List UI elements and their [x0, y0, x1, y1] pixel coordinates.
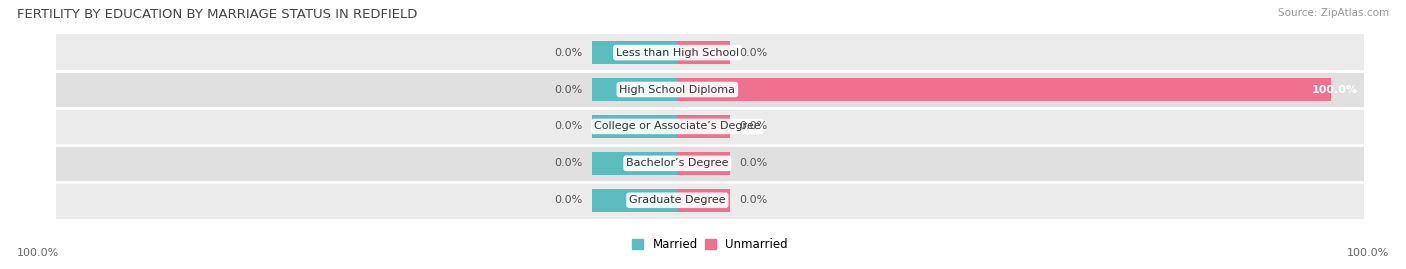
Bar — [592, 152, 678, 175]
Bar — [678, 41, 730, 64]
Text: 100.0%: 100.0% — [17, 248, 59, 258]
Bar — [56, 71, 1364, 108]
Bar — [592, 115, 678, 138]
Legend: Married, Unmarried: Married, Unmarried — [627, 234, 793, 256]
Bar — [678, 115, 730, 138]
Text: FERTILITY BY EDUCATION BY MARRIAGE STATUS IN REDFIELD: FERTILITY BY EDUCATION BY MARRIAGE STATU… — [17, 8, 418, 21]
Text: High School Diploma: High School Diploma — [619, 84, 735, 94]
Bar — [592, 41, 678, 64]
Bar — [678, 152, 730, 175]
Text: Graduate Degree: Graduate Degree — [628, 195, 725, 205]
Text: Source: ZipAtlas.com: Source: ZipAtlas.com — [1278, 8, 1389, 18]
Text: 0.0%: 0.0% — [554, 121, 582, 132]
Bar — [56, 145, 1364, 182]
Text: Less than High School: Less than High School — [616, 48, 740, 58]
Bar — [56, 182, 1364, 219]
Bar — [678, 189, 730, 212]
Bar — [592, 189, 678, 212]
Text: Bachelor’s Degree: Bachelor’s Degree — [626, 158, 728, 168]
Text: 0.0%: 0.0% — [554, 84, 582, 94]
Text: 0.0%: 0.0% — [554, 195, 582, 205]
Bar — [56, 108, 1364, 145]
Text: 0.0%: 0.0% — [740, 158, 768, 168]
Bar — [56, 34, 1364, 71]
Text: 0.0%: 0.0% — [740, 195, 768, 205]
Text: 0.0%: 0.0% — [554, 48, 582, 58]
Text: 0.0%: 0.0% — [740, 121, 768, 132]
Text: 100.0%: 100.0% — [1347, 248, 1389, 258]
Bar — [592, 78, 678, 101]
Text: 0.0%: 0.0% — [740, 48, 768, 58]
Text: 0.0%: 0.0% — [554, 158, 582, 168]
Text: 100.0%: 100.0% — [1312, 84, 1357, 94]
Text: College or Associate’s Degree: College or Associate’s Degree — [593, 121, 761, 132]
Bar — [678, 78, 1331, 101]
